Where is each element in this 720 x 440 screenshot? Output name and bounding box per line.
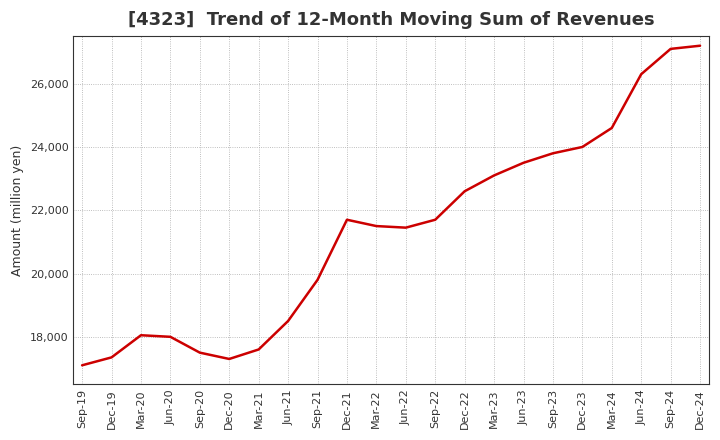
Y-axis label: Amount (million yen): Amount (million yen)	[11, 145, 24, 276]
Title: [4323]  Trend of 12-Month Moving Sum of Revenues: [4323] Trend of 12-Month Moving Sum of R…	[127, 11, 654, 29]
